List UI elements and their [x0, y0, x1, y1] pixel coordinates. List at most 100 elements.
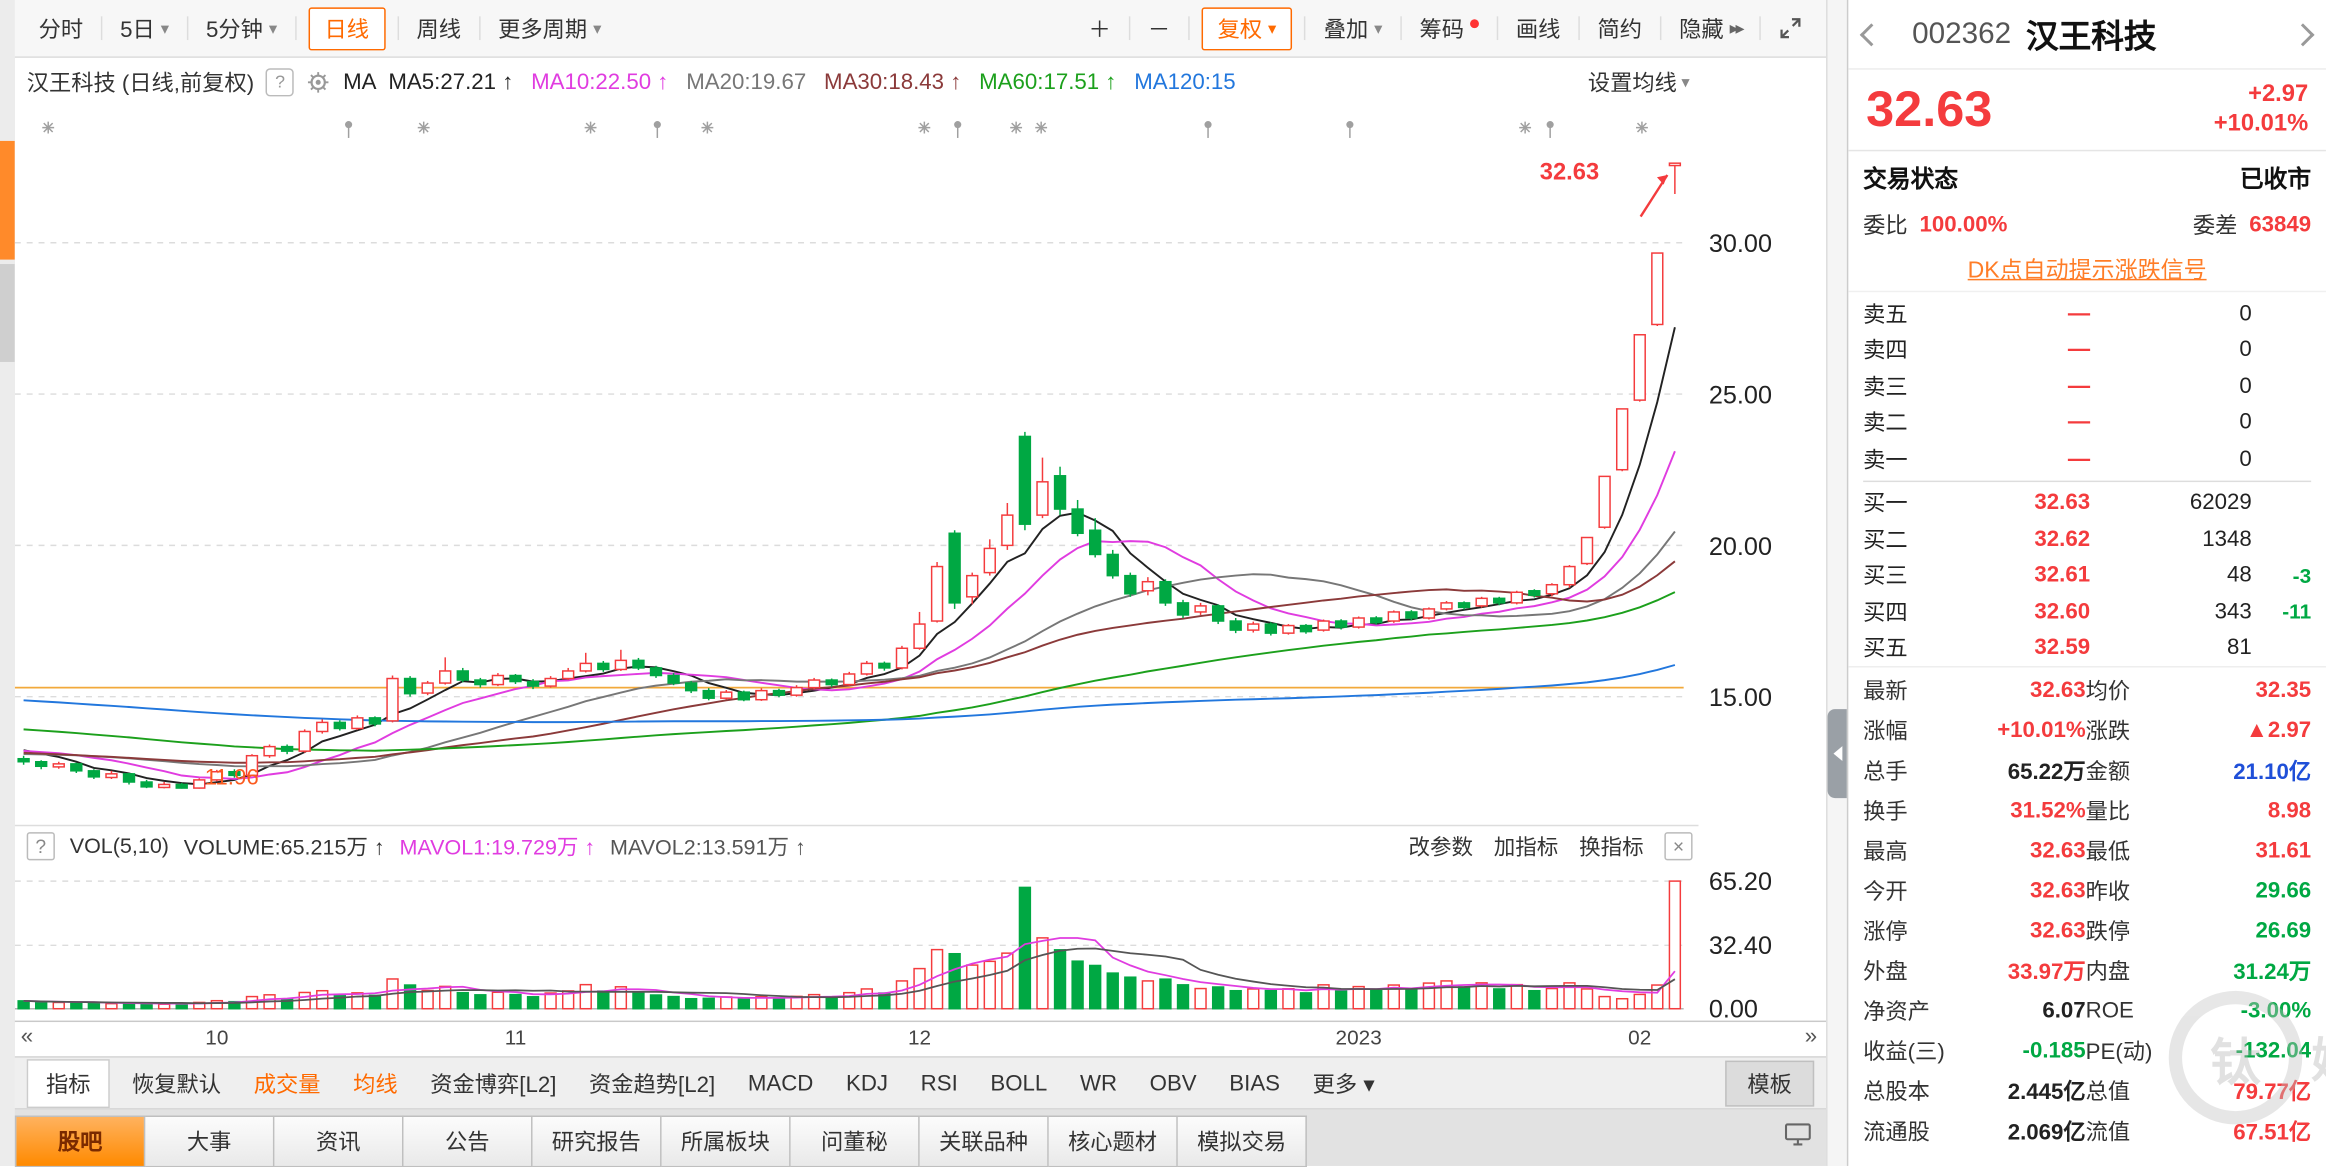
- zoom-in-button[interactable]: ＋: [1088, 17, 1111, 43]
- stat-label: 涨跌: [2085, 719, 2131, 745]
- indicator-item-6[interactable]: MACD: [747, 1070, 814, 1096]
- price-axis-label-15.00: 15.00: [1708, 683, 1772, 712]
- stat-value: 32.63: [2029, 878, 2086, 904]
- buy-diff: -11: [2282, 599, 2312, 624]
- adjust-price-button[interactable]: 复权 ▾: [1201, 6, 1293, 50]
- sell-price: —: [2067, 337, 2091, 363]
- stat-value: 32.35: [2255, 677, 2312, 704]
- stat-label: 收益(三): [1863, 1039, 1945, 1066]
- collapse-panel-handle[interactable]: [1827, 709, 1849, 799]
- bottom-tab-8[interactable]: 核心题材: [1048, 1115, 1178, 1167]
- bottom-tab-3[interactable]: 公告: [403, 1115, 533, 1167]
- zoom-out-button[interactable]: －: [1147, 17, 1171, 43]
- time-axis: « » 10 11 12 2023 02: [15, 1021, 1826, 1057]
- chips-button[interactable]: 筹码: [1405, 13, 1494, 44]
- tab-weekly[interactable]: 周线: [416, 17, 462, 43]
- tab-5min[interactable]: 5分钟 ▾: [191, 13, 292, 44]
- indicator-item-8[interactable]: RSI: [920, 1070, 958, 1096]
- indicator-item-1[interactable]: 恢复默认: [132, 1071, 222, 1097]
- prev-stock-icon[interactable]: [1859, 22, 1883, 46]
- indicator-item-7[interactable]: KDJ: [845, 1070, 889, 1096]
- toolbar-separator: [186, 16, 189, 41]
- scroll-left-button[interactable]: «: [20, 1023, 34, 1049]
- help-icon[interactable]: ?: [266, 67, 295, 96]
- indicator-item-13[interactable]: 更多 ▾: [1312, 1071, 1375, 1097]
- add-indicator-link[interactable]: 加指标: [1493, 836, 1559, 861]
- stat-label: 跌停: [2085, 919, 2131, 945]
- bottom-tab-2[interactable]: 资讯: [274, 1115, 404, 1167]
- tab-timeshare[interactable]: 分时: [38, 17, 84, 43]
- sell-volume: 0: [2239, 446, 2252, 472]
- sell-price: —: [2067, 409, 2091, 436]
- buy-volume: 81: [2227, 635, 2252, 661]
- buy-volume: 1348: [2202, 526, 2252, 552]
- indicator-item-5[interactable]: 资金趋势[L2]: [589, 1071, 716, 1097]
- volume-chart-svg[interactable]: [14, 866, 1699, 1020]
- overlay-button[interactable]: 叠加 ▾: [1309, 13, 1397, 44]
- stat-value: 33.97万: [2007, 959, 2086, 985]
- change-params-link[interactable]: 改参数: [1408, 836, 1474, 861]
- indicator-item-2[interactable]: 成交量: [253, 1071, 321, 1097]
- price-chart-svg[interactable]: [14, 107, 1699, 825]
- current-price: 32.63: [1866, 80, 1993, 138]
- overlay-label: 叠加: [1323, 17, 1369, 43]
- bottom-tab-bar: 股吧 大事 资讯 公告 研究报告 所属板块 问董秘 关联品种 核心题材 模拟交易: [14, 1109, 1827, 1167]
- fullscreen-button[interactable]: [1764, 16, 1817, 40]
- bottom-tab-9[interactable]: 模拟交易: [1177, 1115, 1307, 1167]
- help-icon[interactable]: ?: [26, 832, 55, 861]
- monitor-icon[interactable]: [1784, 1123, 1812, 1154]
- template-button[interactable]: 模板: [1725, 1059, 1815, 1106]
- sell-volume: 0: [2239, 409, 2252, 436]
- buy-label: 买五: [1863, 636, 1908, 662]
- indicator-item-11[interactable]: OBV: [1149, 1070, 1197, 1096]
- indicator-item-10[interactable]: WR: [1079, 1070, 1118, 1096]
- stat-row-11: 流通股 2.069亿 流值 67.51亿: [1863, 1111, 2311, 1151]
- indicator-item-3[interactable]: 均线: [353, 1071, 398, 1097]
- indicator-item-4[interactable]: 资金博弈[L2]: [430, 1071, 557, 1097]
- indicator-item-0[interactable]: 指标: [26, 1058, 110, 1108]
- close-icon[interactable]: ×: [1664, 832, 1693, 861]
- gear-icon[interactable]: [306, 69, 331, 94]
- bottom-tab-5[interactable]: 所属板块: [661, 1115, 791, 1167]
- chart-panel: 分时 5日 ▾ 5分钟 ▾ 日线 周线 更多周期 ▾ ＋ － 复权 ▾ 叠加 ▾ 筹码: [14, 0, 1827, 1167]
- price-row: 32.63 +2.97 +10.01%: [1848, 70, 2326, 152]
- next-stock-icon[interactable]: [2291, 22, 2315, 46]
- toolbar-separator: [1304, 16, 1306, 41]
- low-price-label: 11.96: [204, 765, 259, 791]
- caret-down-icon: ▾: [593, 20, 602, 38]
- draw-line-button[interactable]: 画线: [1515, 17, 1561, 43]
- stat-value: 32.63: [2029, 838, 2086, 864]
- indicator-item-9[interactable]: BOLL: [990, 1070, 1048, 1096]
- stat-value: 65.22万: [2007, 759, 2086, 785]
- bottom-tab-1[interactable]: 大事: [145, 1115, 275, 1167]
- toolbar-separator: [1187, 16, 1190, 41]
- caret-down-icon: ▾: [1374, 20, 1383, 38]
- simple-mode-button[interactable]: 简约: [1597, 17, 1643, 43]
- indicator-item-12[interactable]: BIAS: [1229, 1070, 1281, 1096]
- dk-signal-link[interactable]: DK点自动提示涨跌信号: [1848, 246, 2326, 293]
- hide-button[interactable]: 隐藏 ▸▸: [1664, 13, 1756, 44]
- sell-label: 卖五: [1863, 302, 1908, 328]
- stat-value: +10.01%: [1997, 717, 2086, 744]
- bottom-tab-7[interactable]: 关联品种: [919, 1115, 1049, 1167]
- adjust-price-label: 复权: [1217, 17, 1263, 43]
- hide-label: 隐藏: [1679, 17, 1724, 43]
- bottom-tab-6[interactable]: 问董秘: [790, 1115, 920, 1167]
- stat-value: 21.10亿: [2233, 759, 2312, 785]
- bottom-tab-0[interactable]: 股吧: [14, 1115, 146, 1167]
- tab-daily-active[interactable]: 日线: [308, 6, 386, 50]
- switch-indicator-link[interactable]: 换指标: [1579, 836, 1644, 861]
- double-arrow-icon: ▸▸: [1729, 17, 1745, 39]
- bottom-tabs: 股吧 大事 资讯 公告 研究报告 所属板块 问董秘 关联品种 核心题材 模拟交易: [14, 1115, 1307, 1167]
- buy-row-4: 买四 32.60 343 -11: [1863, 593, 2311, 629]
- tab-5day[interactable]: 5日 ▾: [105, 13, 183, 44]
- tab-more-periods[interactable]: 更多周期 ▾: [483, 13, 616, 44]
- book-separator: [1863, 479, 2312, 482]
- stat-label: 内盘: [2085, 959, 2131, 985]
- ma-settings-button[interactable]: 设置均线 ▾: [1588, 66, 1699, 97]
- stat-label: 今开: [1863, 879, 1908, 905]
- scroll-right-button[interactable]: »: [1804, 1023, 1818, 1049]
- left-strip-orange-segment: [0, 140, 15, 260]
- bottom-tab-4[interactable]: 研究报告: [532, 1115, 662, 1167]
- stat-label: 总值: [2085, 1079, 2131, 1106]
